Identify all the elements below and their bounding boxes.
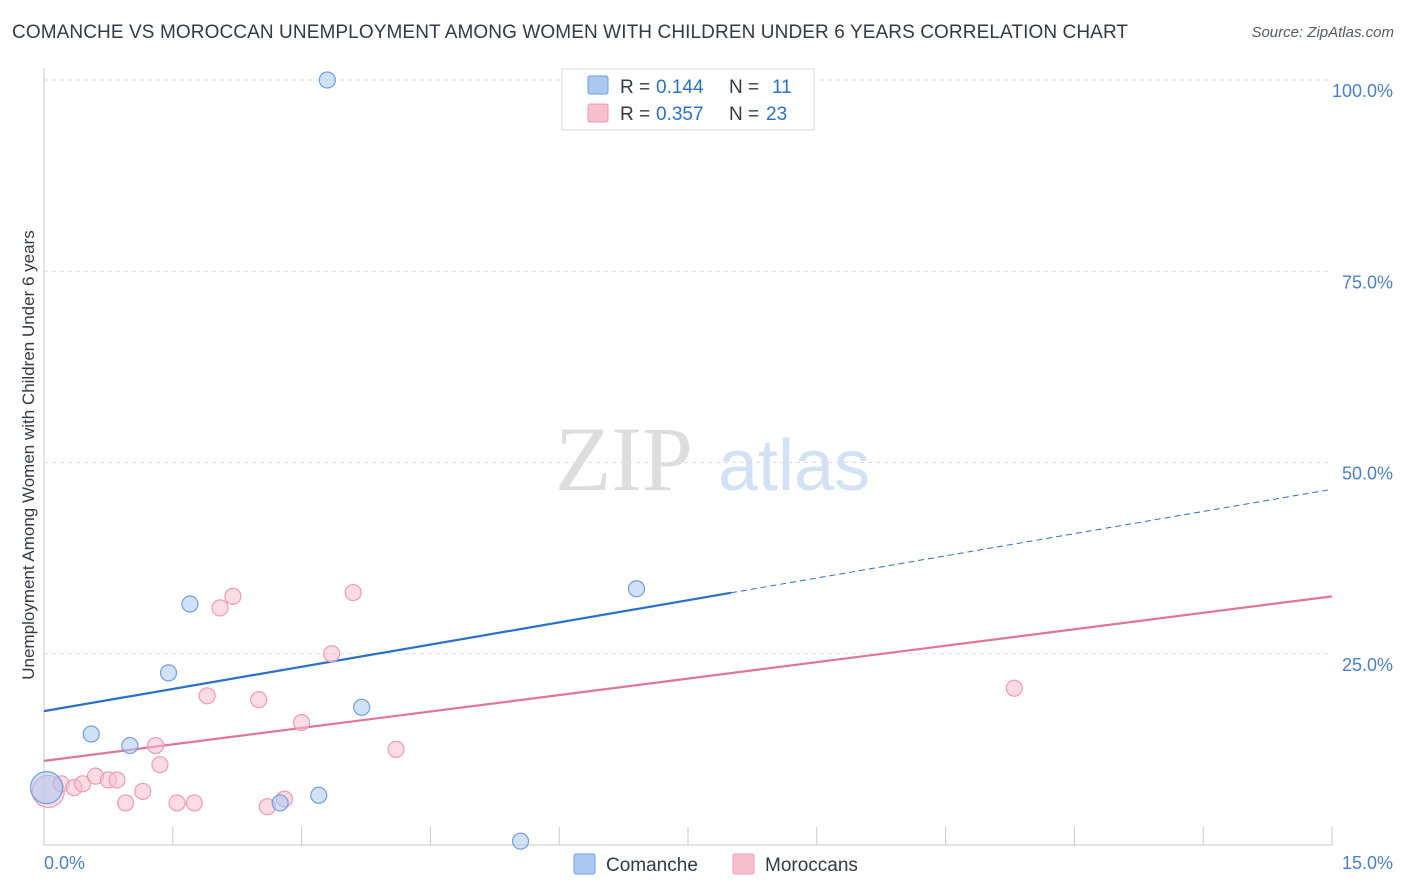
moroccans-point: [108, 771, 126, 789]
moroccans-point: [323, 645, 341, 663]
y-tick-label: 25.0%: [1342, 655, 1393, 675]
chart-title: COMANCHE VS MOROCCAN UNEMPLOYMENT AMONG …: [12, 22, 1129, 43]
comanche-point: [29, 771, 64, 805]
y-axis-title: Unemployment Among Women with Children U…: [19, 230, 38, 679]
comanche-point: [627, 580, 646, 598]
comanche-point: [353, 698, 371, 716]
comanche-point: [82, 725, 100, 743]
legend-n-label-comanche: N =: [729, 77, 759, 98]
bottom-legend-swatch-moroccans: [732, 853, 755, 875]
moroccans-point: [185, 794, 203, 812]
legend-r-label-moroccans: R =: [620, 104, 650, 125]
comanche-point: [121, 736, 139, 755]
comanche-point: [318, 71, 336, 89]
bottom-legend-label-moroccans: Moroccans: [765, 855, 858, 876]
comanche-point: [159, 664, 178, 682]
watermark-zip: ZIP: [555, 408, 693, 510]
y-tick-label: 100.0%: [1332, 81, 1393, 101]
comanche-trend-line: [43, 591, 732, 713]
moroccans-point: [387, 740, 405, 758]
moroccans-point: [224, 587, 242, 605]
bottom-legend-swatch-comanche: [573, 853, 596, 875]
moroccans-point: [134, 782, 152, 801]
legend-n-value-comanche: 11: [772, 77, 792, 98]
comanche-point: [511, 832, 530, 850]
comanche-point: [181, 595, 199, 613]
moroccans-point: [151, 756, 169, 774]
x-tick-label: 15.0%: [1342, 853, 1393, 873]
bottom-legend-label-comanche: Comanche: [606, 855, 698, 876]
tick-labels: 25.0% 50.0% 75.0% 100.0% 0.0% 15.0%: [44, 81, 1393, 873]
comanche-point: [310, 786, 328, 804]
comanche-trend-line-projection: [730, 488, 1333, 594]
watermark-atlas: atlas: [718, 426, 870, 506]
moroccans-trend-line: [43, 595, 1333, 762]
legend-swatch-comanche: [587, 75, 609, 95]
legend-n-label-moroccans: N =: [729, 104, 759, 125]
y-tick-label: 50.0%: [1342, 464, 1393, 484]
moroccans-point: [344, 583, 362, 602]
x-tick-label: 0.0%: [44, 853, 85, 873]
moroccans-point: [168, 794, 186, 812]
comanche-point: [271, 794, 289, 812]
moroccans-point: [147, 736, 165, 755]
data-points: [29, 71, 1023, 850]
moroccans-point: [211, 599, 229, 617]
moroccans-point: [250, 691, 268, 709]
bottom-legend: Comanche Moroccans: [573, 853, 858, 876]
legend-r-value-comanche: 0.144: [656, 77, 704, 98]
legend-swatch-moroccans: [587, 103, 609, 123]
legend-n-value-moroccans: 23: [766, 104, 787, 125]
moroccans-point: [293, 713, 311, 732]
chart-source: Source: ZipAtlas.com: [1251, 24, 1394, 41]
moroccans-point: [198, 687, 216, 705]
gridlines: [44, 79, 1332, 655]
moroccans-point: [116, 794, 135, 812]
axes: [43, 68, 1333, 846]
legend-r-label-comanche: R =: [620, 77, 650, 98]
moroccans-point: [1005, 679, 1023, 697]
top-legend: R = 0.144 N = 11 R = 0.357 N = 23: [561, 68, 815, 131]
y-tick-label: 75.0%: [1342, 272, 1393, 292]
trend-lines: [43, 488, 1333, 762]
moroccans-point: [74, 775, 92, 793]
legend-r-value-moroccans: 0.357: [656, 104, 704, 125]
